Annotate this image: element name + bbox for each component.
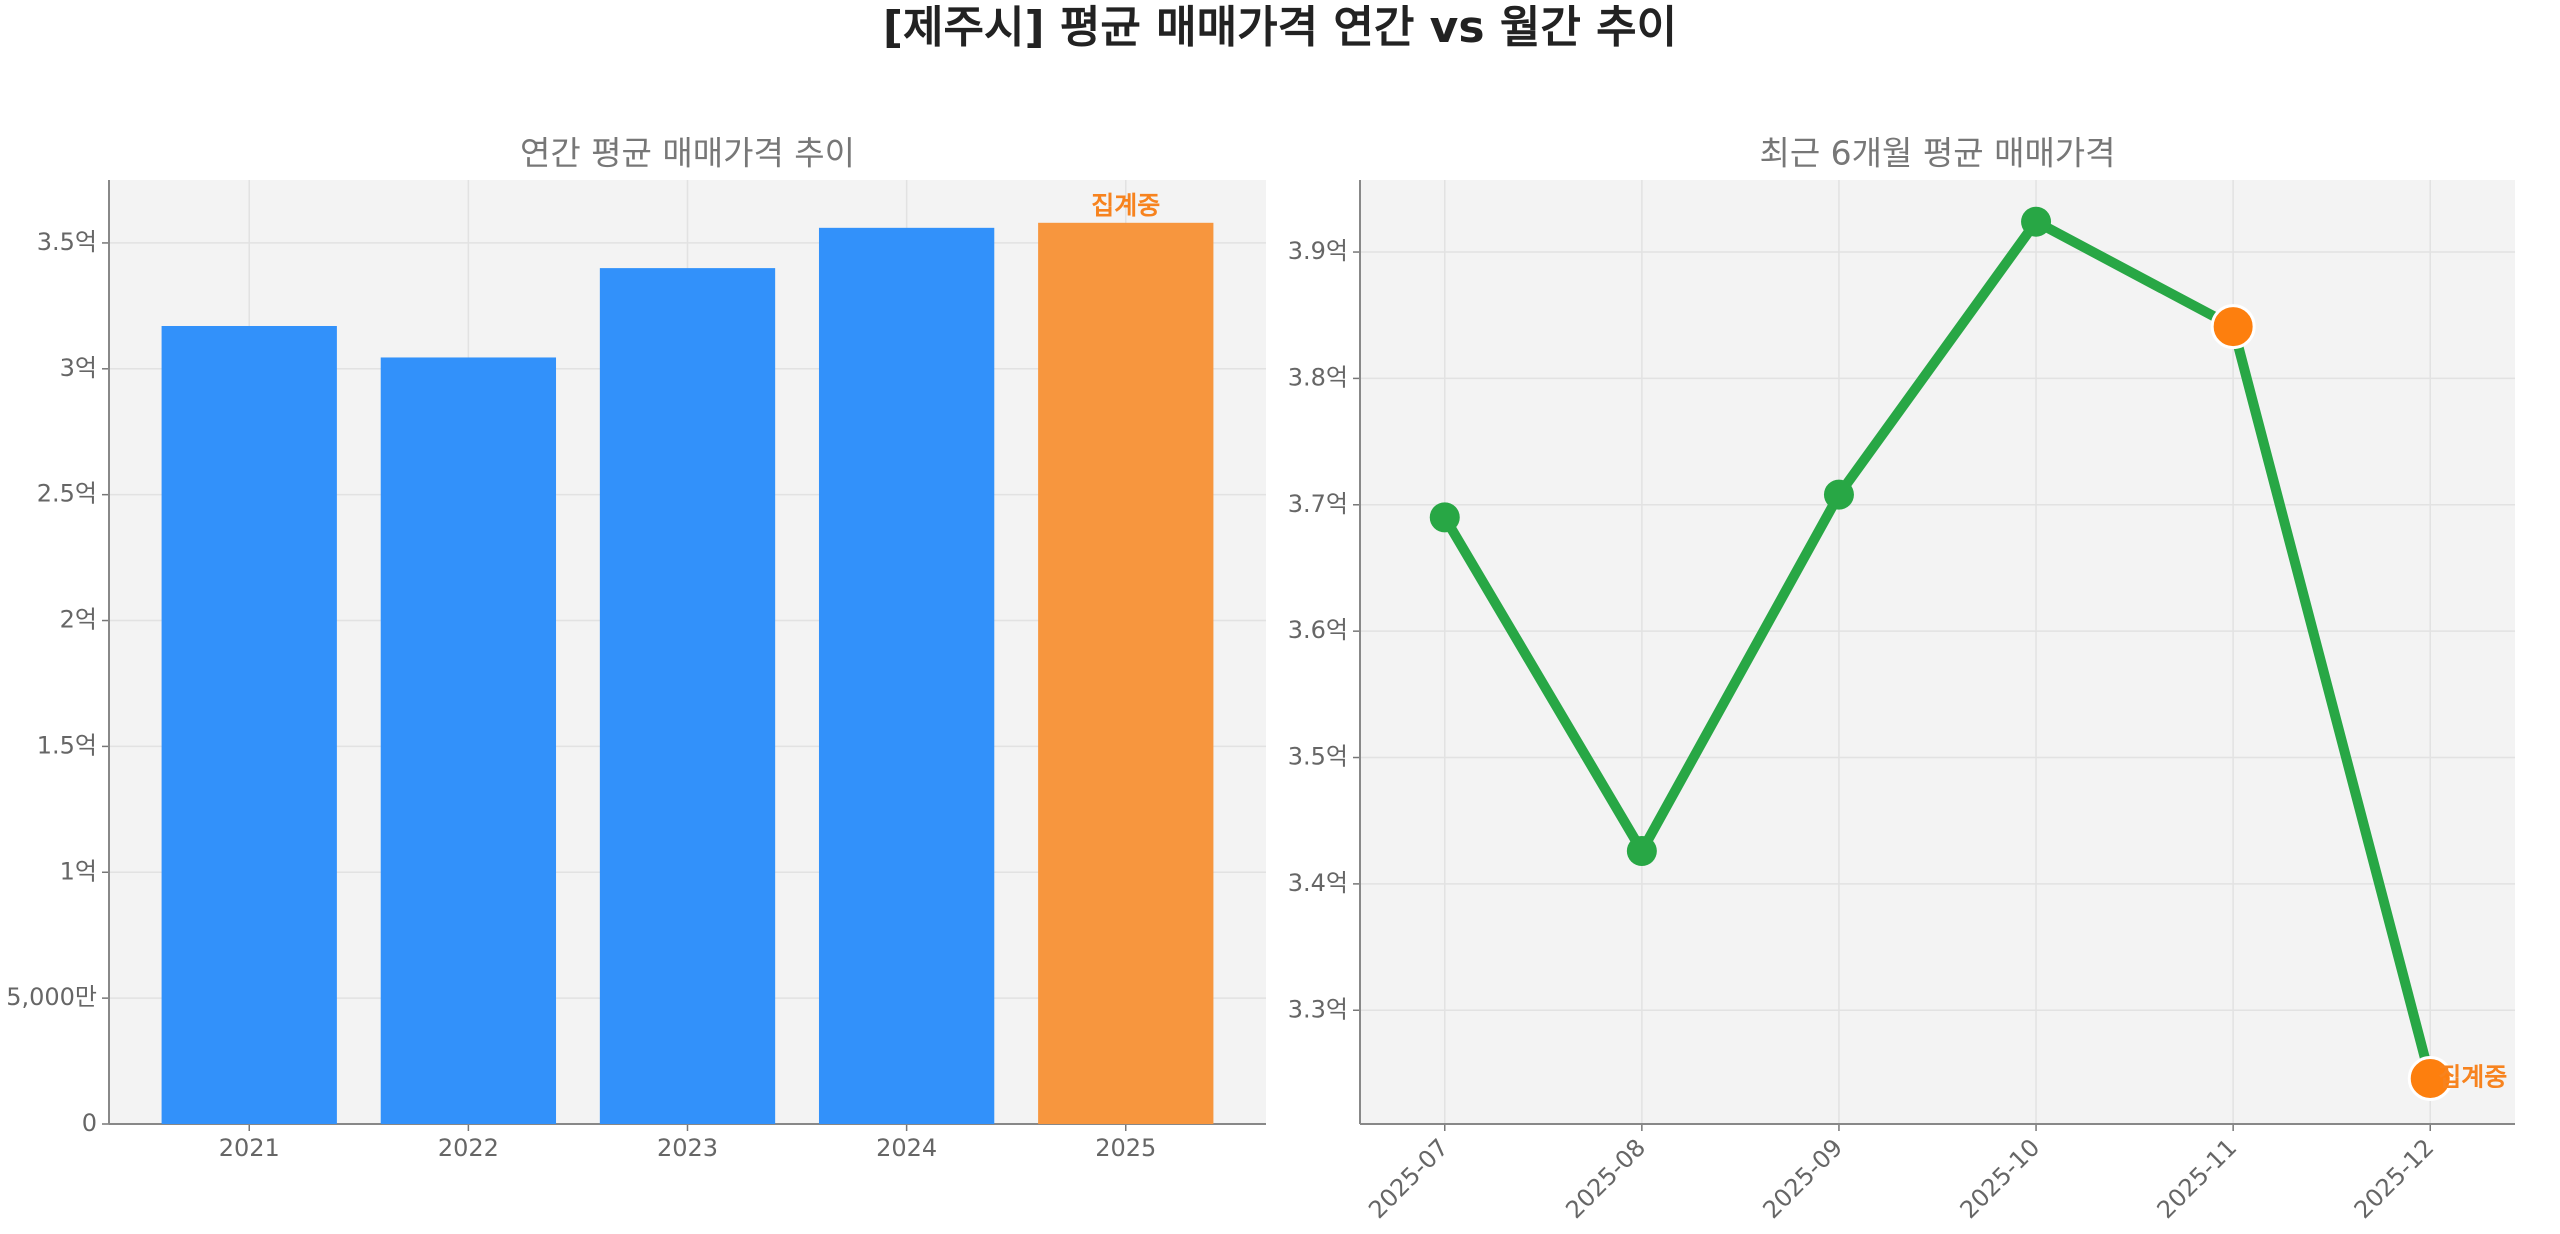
y-tick-label: 3.5억 <box>37 228 97 256</box>
bar <box>161 326 337 1124</box>
x-tick-label: 2025-07 <box>1363 1133 1454 1224</box>
bar <box>380 357 557 1124</box>
page-title: [제주시] 평균 매매가격 연간 vs 월간 추이 <box>883 2 1677 53</box>
y-tick-label: 3.4억 <box>1288 869 1348 897</box>
marker <box>2407 1056 2453 1102</box>
y-tick-label: 1.5억 <box>37 731 97 759</box>
bar <box>599 268 776 1124</box>
bar <box>818 227 995 1124</box>
y-tick-label: 5,000만 <box>6 983 97 1011</box>
annotation: 집계중 <box>1091 191 1160 220</box>
plot-area <box>1360 180 2515 1124</box>
x-tick-label: 2023 <box>657 1134 718 1162</box>
annotation: 집계중 <box>2438 1063 2507 1092</box>
chart-title: 최근 6개월 평균 매매가격 <box>1759 134 2115 173</box>
y-tick-label: 1억 <box>60 857 97 885</box>
marker <box>2210 304 2256 350</box>
y-tick-label: 3.7억 <box>1288 490 1348 518</box>
y-tick-label: 2.5억 <box>37 480 97 508</box>
x-tick-label: 2025-11 <box>2152 1133 2243 1224</box>
x-tick-label: 2025-10 <box>1955 1133 2046 1224</box>
marker <box>1823 479 1854 510</box>
x-tick-label: 2021 <box>219 1134 280 1162</box>
y-tick-label: 2억 <box>60 606 97 634</box>
y-tick-label: 3.5억 <box>1288 743 1348 771</box>
x-tick-label: 2025-08 <box>1560 1133 1651 1224</box>
y-tick-label: 3.6억 <box>1288 616 1348 644</box>
y-tick-label: 0 <box>82 1109 97 1137</box>
chart-title: 연간 평균 매매가격 추이 <box>520 134 855 173</box>
marker <box>1429 502 1460 533</box>
x-tick-label: 2025 <box>1095 1134 1156 1162</box>
x-tick-label: 2024 <box>876 1134 937 1162</box>
x-tick-label: 2025-09 <box>1757 1133 1848 1224</box>
y-tick-label: 3.9억 <box>1288 237 1348 265</box>
line <box>1440 216 2436 1080</box>
marker <box>1626 836 1657 867</box>
y-tick-label: 3.8억 <box>1288 363 1348 391</box>
x-tick-label: 2022 <box>438 1134 499 1162</box>
marker <box>2021 206 2052 237</box>
y-tick-label: 3.3억 <box>1288 995 1348 1023</box>
x-tick-label: 2025-12 <box>2349 1133 2440 1224</box>
y-tick-label: 3억 <box>60 354 97 382</box>
bar <box>1038 222 1214 1124</box>
